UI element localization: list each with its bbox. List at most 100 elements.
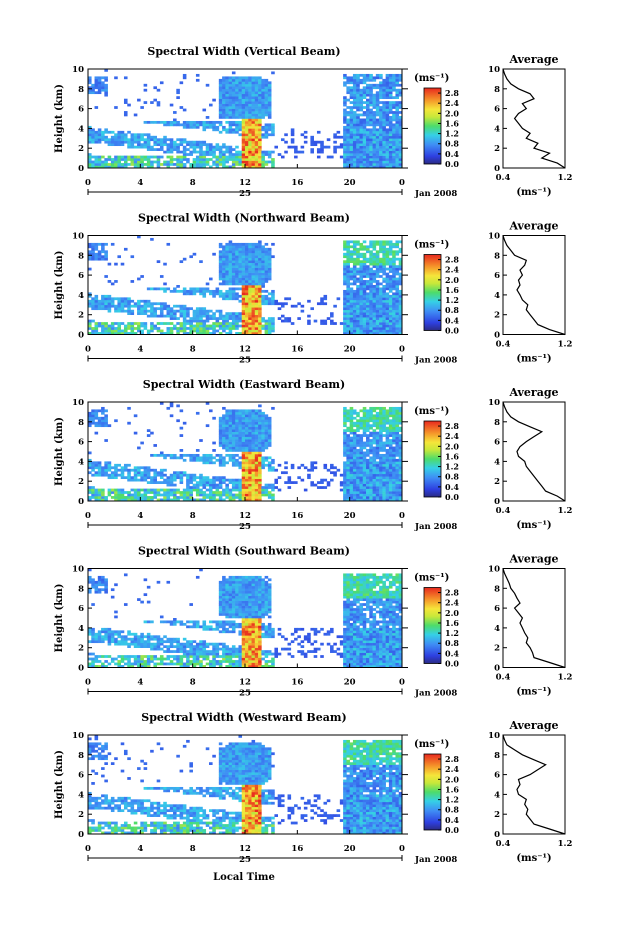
heatmap-cell bbox=[267, 123, 272, 127]
heatmap-cell bbox=[120, 138, 125, 142]
heatmap-cell bbox=[248, 113, 252, 117]
heatmap-cell bbox=[349, 270, 354, 273]
heatmap-cell bbox=[343, 444, 347, 447]
heatmap-cell bbox=[225, 148, 229, 151]
heatmap-cell bbox=[254, 463, 259, 467]
heatmap-cell bbox=[199, 319, 203, 323]
heatmap-cell bbox=[254, 287, 259, 291]
heatmap-cell bbox=[182, 453, 187, 457]
heatmap-cell bbox=[225, 461, 229, 465]
heatmap-cell bbox=[267, 247, 272, 251]
heatmap-cell bbox=[382, 304, 386, 308]
heatmap-cell bbox=[241, 312, 246, 315]
heatmap-cell bbox=[330, 466, 334, 470]
heatmap-cell bbox=[352, 471, 357, 475]
heatmap-cell bbox=[248, 327, 252, 330]
heatmap-cell bbox=[382, 411, 386, 415]
heatmap-cell bbox=[195, 498, 200, 502]
heatmap-cell bbox=[375, 441, 380, 445]
heatmap-cell bbox=[251, 285, 256, 288]
heatmap-cell bbox=[241, 486, 246, 489]
heatmap-cell bbox=[346, 312, 350, 315]
heatmap-cell bbox=[173, 483, 177, 487]
heatmap-cell bbox=[359, 419, 364, 423]
heatmap-cell bbox=[88, 466, 92, 470]
heatmap-cell bbox=[267, 275, 272, 278]
heatmap-cell bbox=[159, 138, 164, 142]
heatmap-cell bbox=[356, 280, 360, 283]
heatmap-cell bbox=[362, 270, 367, 273]
heatmap-cell bbox=[248, 493, 252, 497]
x-tick-label: 16 bbox=[291, 178, 303, 188]
heatmap-cell bbox=[392, 314, 396, 318]
heatmap-cell bbox=[88, 471, 92, 475]
heatmap-cell bbox=[110, 282, 115, 286]
heatmap-cell bbox=[385, 280, 390, 283]
heatmap-cell bbox=[225, 426, 229, 430]
heatmap-cell bbox=[359, 153, 364, 156]
heatmap-cell bbox=[369, 73, 373, 77]
heatmap-cell bbox=[120, 262, 125, 266]
heatmap-cell bbox=[382, 143, 386, 147]
heatmap-cell bbox=[366, 307, 370, 311]
heatmap-cell bbox=[258, 307, 262, 311]
heatmap-cell bbox=[163, 314, 167, 318]
heatmap-cell bbox=[104, 473, 108, 477]
heatmap-cell bbox=[104, 421, 108, 425]
heatmap-cell bbox=[195, 449, 200, 452]
heatmap-cell bbox=[169, 481, 174, 484]
heatmap-cell bbox=[362, 483, 367, 487]
heatmap-cell bbox=[215, 145, 220, 149]
heatmap-cell bbox=[169, 314, 174, 318]
heatmap-cell bbox=[271, 242, 275, 246]
heatmap-cell bbox=[133, 498, 138, 502]
heatmap-cell bbox=[222, 125, 226, 129]
heatmap-cell bbox=[245, 419, 249, 423]
heatmap-cell bbox=[218, 108, 223, 112]
heatmap-cell bbox=[228, 409, 233, 413]
heatmap-cell bbox=[372, 496, 377, 499]
heatmap-cell bbox=[320, 486, 324, 489]
heatmap-cell bbox=[261, 416, 265, 420]
heatmap-cell bbox=[166, 312, 171, 315]
day-label: 25 bbox=[239, 189, 251, 199]
heatmap-cell bbox=[231, 116, 236, 119]
heatmap-cell bbox=[388, 73, 393, 77]
y-tick-label: 10 bbox=[72, 65, 84, 75]
heatmap-cell bbox=[114, 165, 118, 169]
heatmap-cell bbox=[366, 140, 370, 144]
heatmap-cell bbox=[375, 493, 380, 497]
heatmap-cell bbox=[395, 240, 400, 244]
heatmap-cell bbox=[176, 88, 180, 92]
heatmap-cell bbox=[88, 419, 92, 423]
heatmap-cell bbox=[150, 329, 154, 333]
heatmap-cell bbox=[202, 458, 207, 462]
heatmap-cell bbox=[192, 498, 197, 502]
heatmap-cell bbox=[248, 292, 252, 296]
heatmap-cell bbox=[362, 130, 367, 134]
heatmap-cell bbox=[120, 491, 125, 494]
heatmap-cell bbox=[372, 155, 377, 159]
heatmap-cell bbox=[248, 120, 252, 124]
heatmap-cell bbox=[153, 488, 157, 492]
heatmap-cell bbox=[231, 108, 236, 112]
heatmap-cell bbox=[101, 245, 105, 249]
heatmap-cell bbox=[375, 476, 380, 480]
heatmap-cell bbox=[245, 453, 249, 457]
heatmap-cell bbox=[159, 476, 164, 480]
heatmap-cell bbox=[245, 148, 249, 151]
heatmap-cell bbox=[238, 431, 243, 435]
heatmap-cell bbox=[140, 309, 144, 313]
heatmap-cell bbox=[169, 488, 174, 492]
heatmap-cell bbox=[267, 486, 272, 489]
heatmap-cell bbox=[375, 329, 380, 333]
heatmap-cell bbox=[261, 424, 265, 428]
heatmap-cell bbox=[258, 294, 262, 298]
heatmap-cell bbox=[379, 140, 383, 144]
heatmap-cell bbox=[398, 163, 403, 166]
heatmap-cell bbox=[254, 130, 259, 134]
heatmap-cell bbox=[369, 88, 373, 92]
colorbar-tick-label: 1.6 bbox=[445, 285, 459, 295]
heatmap-cell bbox=[228, 272, 233, 276]
